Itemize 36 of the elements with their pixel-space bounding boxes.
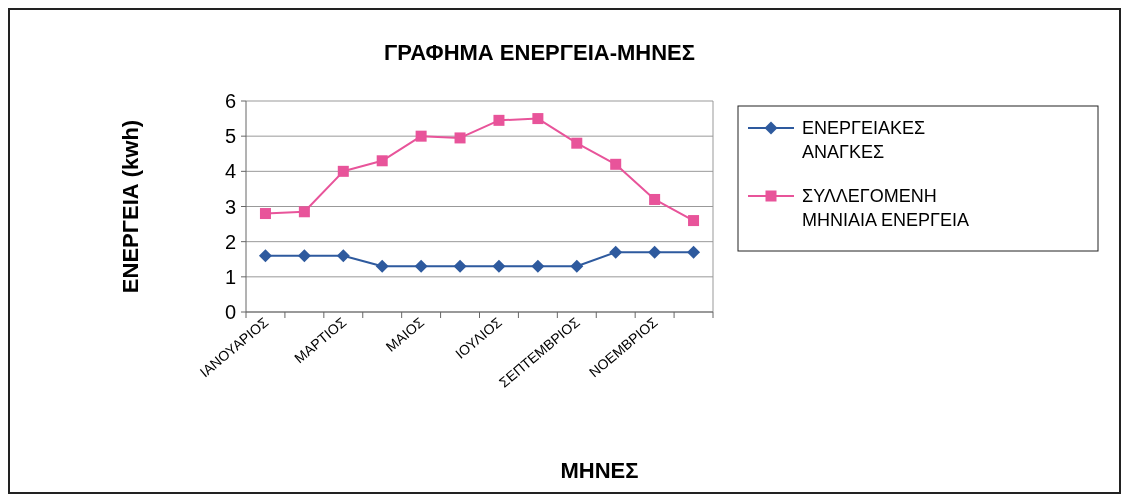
point xyxy=(609,245,623,259)
y-tick-label: 5 xyxy=(224,125,236,148)
point xyxy=(336,249,350,263)
point xyxy=(376,155,388,167)
y-tick-label: 1 xyxy=(224,265,236,288)
point xyxy=(297,249,311,263)
point xyxy=(414,259,428,273)
point xyxy=(610,158,622,170)
point xyxy=(531,259,545,273)
point xyxy=(337,165,349,177)
point xyxy=(454,132,466,144)
y-tick-label: 6 xyxy=(224,90,236,112)
point xyxy=(493,114,505,126)
point xyxy=(259,208,271,220)
point xyxy=(415,130,427,142)
legend-label: ΕΝΕΡΓΕΙΑΚΕΣ ΑΝΑΓΚΕΣ xyxy=(802,118,926,162)
chart-title: ΓΡΑΦΗΜΑ ΕΝΕΡΓΕΙΑ-ΜΗΝΕΣ xyxy=(384,40,695,65)
y-tick-label: 2 xyxy=(224,230,236,253)
point xyxy=(687,245,701,259)
y-tick-label: 3 xyxy=(224,195,236,218)
point xyxy=(492,259,506,273)
point xyxy=(688,215,700,227)
y-tick-label: 0 xyxy=(224,301,236,323)
point xyxy=(453,259,467,273)
legend-label: ΣΥΛΛΕΓΟΜΕΝΗ ΜΗΝΙΑΙΑ ΕΝΕΡΓΕΙΑ xyxy=(802,186,969,230)
point xyxy=(570,259,584,273)
point xyxy=(571,137,583,149)
point xyxy=(648,245,662,259)
point xyxy=(298,206,310,218)
y-axis-title: ΕΝΕΡΓΕΙΑ (kwh) xyxy=(118,119,143,294)
y-tick-label: 4 xyxy=(224,160,236,183)
x-axis-title: ΜΗΝΕΣ xyxy=(560,458,639,483)
point xyxy=(649,193,661,205)
point xyxy=(375,259,389,273)
point xyxy=(532,113,544,125)
point xyxy=(258,249,272,263)
